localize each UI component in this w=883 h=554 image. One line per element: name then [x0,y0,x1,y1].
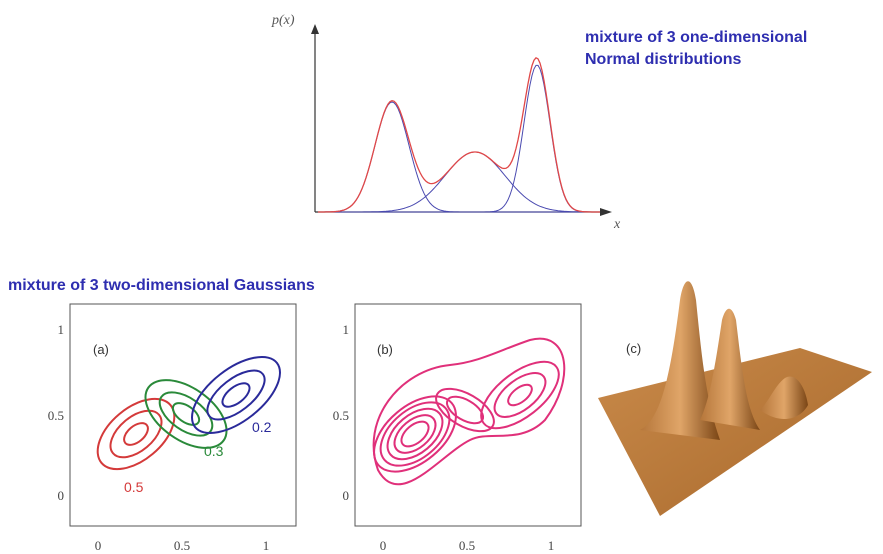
component-curve [318,65,600,212]
x-tick-label: 0.5 [459,538,475,553]
contours [360,339,570,487]
y-tick-label: 0 [343,488,350,503]
y-tick-label: 1 [343,322,350,337]
contour [152,384,220,445]
contour [470,349,570,440]
panel-label: (c) [626,341,641,356]
y-tick-label: 1 [58,322,65,337]
panel-label: (a) [93,342,109,357]
contour [487,365,553,426]
y-tick-label: 0.5 [333,408,349,423]
x-axis-label: x [613,217,621,232]
contour [120,419,152,449]
contour [179,342,293,447]
contour [85,385,187,483]
weight-label: 0.3 [204,443,224,459]
y-axis-label: p(x) [271,13,295,28]
contour [388,408,443,460]
panel-label: (b) [377,342,393,357]
density-curves [318,58,600,212]
contours [85,342,293,482]
contour [397,417,433,451]
panel-frame [70,304,296,526]
x-tick-label: 1 [263,538,270,553]
y-tick-label: 0 [58,488,65,503]
panel-frame [355,304,581,526]
x-arrow [600,208,612,216]
contour [102,402,170,467]
x-tick-label: 0 [95,538,102,553]
top-title-line: mixture of 3 one-dimensional [585,29,807,46]
bottom-title: mixture of 3 two-dimensional Gaussians [8,277,315,294]
mixture-curve [318,58,600,212]
x-tick-label: 0.5 [174,538,190,553]
top-title-line: Normal distributions [585,51,742,68]
y-arrow [311,24,319,34]
y-tick-label: 0.5 [48,408,64,423]
component-curve [318,152,600,212]
weight-label: 0.5 [124,479,144,495]
figure: p(x) x mixture of 3 one-dimensional Norm… [0,0,883,554]
weight-label: 0.2 [252,419,272,435]
component-curve [318,102,600,212]
x-tick-label: 1 [548,538,555,553]
x-tick-label: 0 [380,538,387,553]
